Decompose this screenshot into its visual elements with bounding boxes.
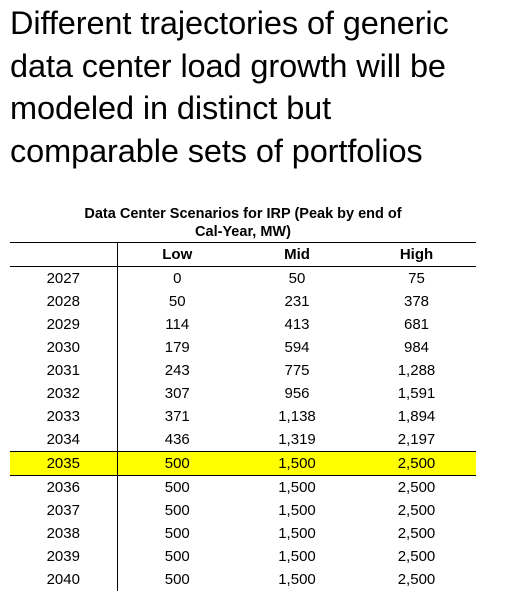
mid-cell: 1,500 bbox=[278, 479, 316, 496]
headline-line: modeled in distinct but bbox=[10, 90, 332, 126]
table-title-line: Cal-Year, MW) bbox=[195, 224, 291, 240]
mid-cell: 1,319 bbox=[278, 431, 316, 448]
low-cell: 500 bbox=[116, 499, 237, 522]
headline-line: data center load growth will be bbox=[10, 47, 446, 84]
year-cell: 2029 bbox=[46, 316, 80, 333]
low-cell: 371 bbox=[116, 405, 237, 428]
low-cell: 500 bbox=[116, 568, 237, 591]
low-cell: 243 bbox=[116, 359, 237, 382]
table-row: 2032 307 956 1,591 bbox=[10, 382, 476, 405]
high-cell: 1,894 bbox=[397, 408, 436, 425]
year-cell: 2027 bbox=[46, 270, 80, 287]
high-cell: 2,500 bbox=[397, 571, 436, 588]
column-header-high: High bbox=[357, 242, 476, 267]
mid-cell: 594 bbox=[284, 339, 310, 356]
column-header-year bbox=[10, 242, 117, 267]
table-row: 2036 500 1,500 2,500 bbox=[10, 475, 476, 499]
year-cell: 2037 bbox=[46, 502, 80, 519]
year-cell: 2035 bbox=[10, 451, 117, 476]
year-cell: 2033 bbox=[46, 408, 80, 425]
high-cell: 2,500 bbox=[357, 451, 476, 476]
year-cell: 2031 bbox=[46, 362, 80, 379]
table-row: 2029 114 413 681 bbox=[10, 313, 476, 336]
table-title-line: Data Center Scenarios for IRP (Peak by e… bbox=[84, 206, 402, 222]
table-header-row: Low Mid High bbox=[10, 242, 476, 267]
year-cell: 2039 bbox=[46, 548, 80, 565]
mid-cell: 413 bbox=[284, 316, 310, 333]
high-cell: 2,500 bbox=[397, 502, 436, 519]
low-cell: 50 bbox=[116, 290, 237, 313]
slide-headline: Different trajectories of generic data c… bbox=[10, 2, 505, 172]
table-row: 2028 50 231 378 bbox=[10, 290, 476, 313]
high-cell: 2,197 bbox=[397, 431, 436, 448]
table-row: 2033 371 1,138 1,894 bbox=[10, 405, 476, 428]
column-header-low: Low bbox=[116, 242, 237, 267]
column-header-mid: Mid bbox=[237, 242, 357, 267]
high-cell: 984 bbox=[403, 339, 430, 356]
low-cell: 500 bbox=[116, 545, 237, 568]
low-cell: 0 bbox=[116, 266, 237, 290]
table-row: 2035 500 1,500 2,500 bbox=[10, 451, 476, 476]
year-cell: 2028 bbox=[46, 293, 80, 310]
high-cell: 378 bbox=[403, 293, 430, 310]
year-cell: 2036 bbox=[46, 479, 80, 496]
mid-cell: 1,500 bbox=[278, 525, 316, 542]
high-cell: 2,500 bbox=[397, 525, 436, 542]
mid-cell: 1,500 bbox=[278, 571, 316, 588]
low-cell: 307 bbox=[116, 382, 237, 405]
mid-cell: 1,138 bbox=[278, 408, 316, 425]
table-title: Data Center Scenarios for IRP (Peak by e… bbox=[10, 205, 476, 241]
table-row: 2031 243 775 1,288 bbox=[10, 359, 476, 382]
high-cell: 1,288 bbox=[397, 362, 436, 379]
low-cell: 114 bbox=[116, 313, 237, 336]
high-cell: 681 bbox=[403, 316, 430, 333]
table-row: 2040 500 1,500 2,500 bbox=[10, 568, 476, 591]
table-body: 2027 0 50 75 2028 50 231 378 2029 114 413 681 2030 17… bbox=[10, 266, 476, 591]
data-center-scenarios-table: Low Mid High 2027 0 50 75 2028 50 231 378 2029 11… bbox=[10, 242, 476, 591]
mid-cell: 775 bbox=[284, 362, 310, 379]
year-cell: 2038 bbox=[46, 525, 80, 542]
headline-line: Different trajectories of generic bbox=[10, 5, 449, 41]
low-cell: 500 bbox=[116, 475, 237, 499]
headline-line: comparable sets of portfolios bbox=[10, 132, 423, 169]
mid-cell: 50 bbox=[288, 270, 306, 287]
mid-cell: 231 bbox=[284, 293, 310, 310]
table-row: 2034 436 1,319 2,197 bbox=[10, 428, 476, 452]
high-cell: 1,591 bbox=[397, 385, 436, 402]
year-cell: 2040 bbox=[46, 571, 80, 588]
table-row: 2027 0 50 75 bbox=[10, 266, 476, 290]
high-cell: 75 bbox=[408, 270, 425, 287]
year-cell: 2030 bbox=[46, 339, 80, 356]
mid-cell: 1,500 bbox=[278, 502, 316, 519]
table-row: 2039 500 1,500 2,500 bbox=[10, 545, 476, 568]
table-row: 2030 179 594 984 bbox=[10, 336, 476, 359]
high-cell: 2,500 bbox=[397, 548, 436, 565]
table-row: 2038 500 1,500 2,500 bbox=[10, 522, 476, 545]
year-cell: 2032 bbox=[46, 385, 80, 402]
table-row: 2037 500 1,500 2,500 bbox=[10, 499, 476, 522]
mid-cell: 956 bbox=[284, 385, 310, 402]
year-cell: 2034 bbox=[46, 431, 80, 448]
low-cell: 500 bbox=[116, 451, 237, 476]
low-cell: 179 bbox=[116, 336, 237, 359]
mid-cell: 1,500 bbox=[237, 451, 357, 476]
low-cell: 436 bbox=[116, 428, 237, 452]
high-cell: 2,500 bbox=[397, 479, 436, 496]
low-cell: 500 bbox=[116, 522, 237, 545]
mid-cell: 1,500 bbox=[278, 548, 316, 565]
